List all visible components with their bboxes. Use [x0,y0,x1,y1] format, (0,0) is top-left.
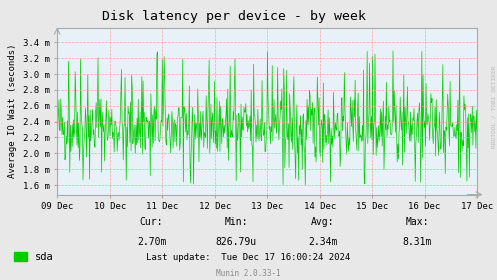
Text: 2.70m: 2.70m [137,237,166,247]
Text: RRDTOOL / TOBI OETIKER: RRDTOOL / TOBI OETIKER [491,65,496,148]
Text: Cur:: Cur: [140,217,164,227]
Text: 2.34m: 2.34m [308,237,338,247]
Legend: sda: sda [10,248,58,266]
Text: Last update:  Tue Dec 17 16:00:24 2024: Last update: Tue Dec 17 16:00:24 2024 [147,253,350,262]
Text: Munin 2.0.33-1: Munin 2.0.33-1 [216,269,281,278]
Text: Disk latency per device - by week: Disk latency per device - by week [101,10,366,23]
Y-axis label: Average IO Wait (seconds): Average IO Wait (seconds) [8,44,17,178]
Text: Max:: Max: [406,217,429,227]
Text: Avg:: Avg: [311,217,335,227]
Text: Min:: Min: [224,217,248,227]
Text: 826.79u: 826.79u [216,237,256,247]
Text: 8.31m: 8.31m [403,237,432,247]
